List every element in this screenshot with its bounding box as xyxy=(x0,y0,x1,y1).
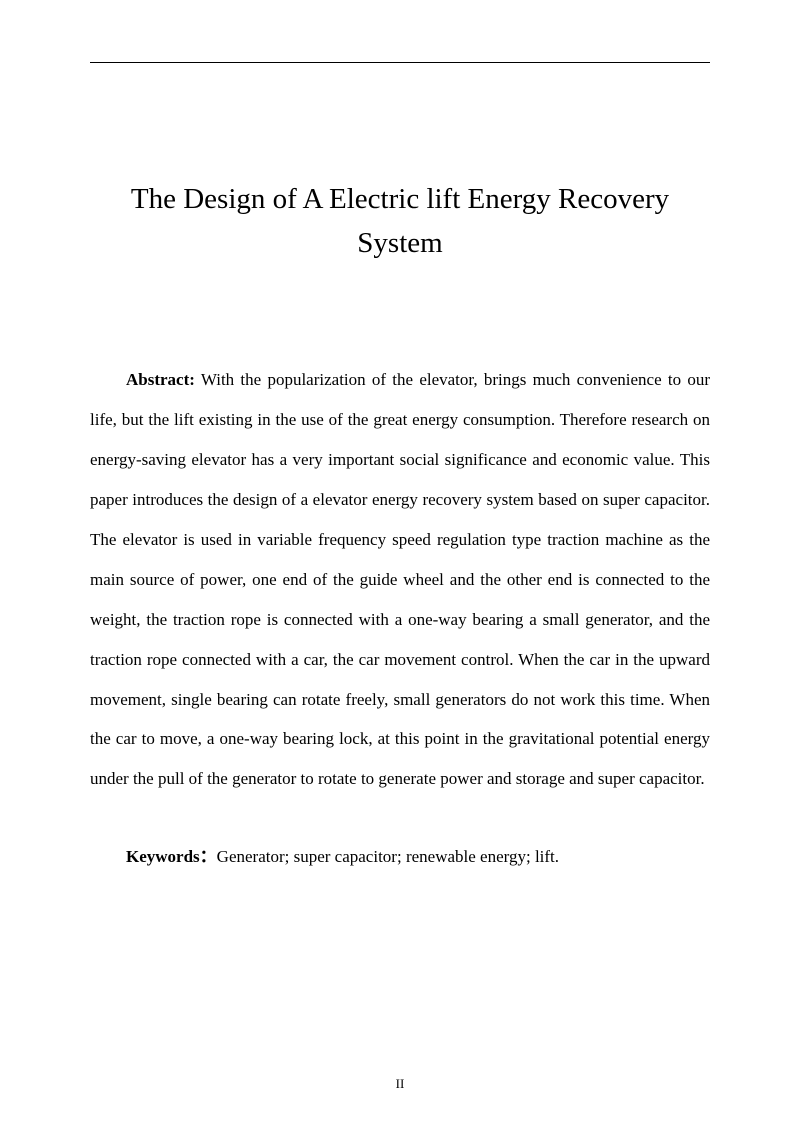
abstract-text: With the popularization of the elevator,… xyxy=(90,370,710,788)
keywords-section: Keywords：Generator; super capacitor; ren… xyxy=(90,837,710,876)
keywords-label: Keywords： xyxy=(126,847,217,866)
abstract-label: Abstract: xyxy=(126,370,195,389)
page-number: II xyxy=(396,1076,405,1092)
header-divider xyxy=(90,62,710,63)
keywords-text: Generator; super capacitor; renewable en… xyxy=(217,847,559,866)
abstract-section: Abstract: With the popularization of the… xyxy=(90,360,710,799)
paper-title: The Design of A Electric lift Energy Rec… xyxy=(90,178,710,265)
